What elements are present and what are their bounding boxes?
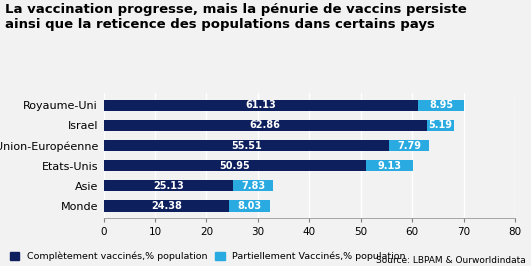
Bar bbox=[229, 201, 270, 211]
Text: La vaccination progresse, mais la pénurie de vaccins persiste
ainsi que la retic: La vaccination progresse, mais la pénuri… bbox=[5, 3, 467, 31]
Text: 5.19: 5.19 bbox=[428, 120, 452, 130]
Text: 61.13: 61.13 bbox=[245, 100, 276, 110]
Bar bbox=[104, 160, 366, 171]
Text: 62.86: 62.86 bbox=[250, 120, 281, 130]
Bar bbox=[104, 100, 418, 111]
Text: 8.95: 8.95 bbox=[429, 100, 453, 110]
Legend: Complètement vaccinés,% population, Partiellement Vaccinés,% population: Complètement vaccinés,% population, Part… bbox=[10, 252, 406, 261]
Text: 25.13: 25.13 bbox=[153, 181, 184, 191]
Text: 8.03: 8.03 bbox=[237, 201, 262, 211]
Bar bbox=[104, 180, 233, 192]
Bar bbox=[418, 100, 464, 111]
Bar bbox=[366, 160, 413, 171]
Text: 9.13: 9.13 bbox=[377, 161, 401, 171]
Bar bbox=[389, 140, 429, 151]
Bar bbox=[104, 120, 427, 131]
Text: 55.51: 55.51 bbox=[231, 140, 262, 151]
Text: 7.79: 7.79 bbox=[397, 140, 421, 151]
Bar bbox=[233, 180, 273, 192]
Text: 7.83: 7.83 bbox=[241, 181, 265, 191]
Bar bbox=[104, 140, 389, 151]
Text: Source: LBPAM & Ourworldindata: Source: LBPAM & Ourworldindata bbox=[376, 256, 526, 265]
Bar bbox=[104, 201, 229, 211]
Text: 50.95: 50.95 bbox=[219, 161, 250, 171]
Bar bbox=[427, 120, 453, 131]
Text: 24.38: 24.38 bbox=[151, 201, 182, 211]
